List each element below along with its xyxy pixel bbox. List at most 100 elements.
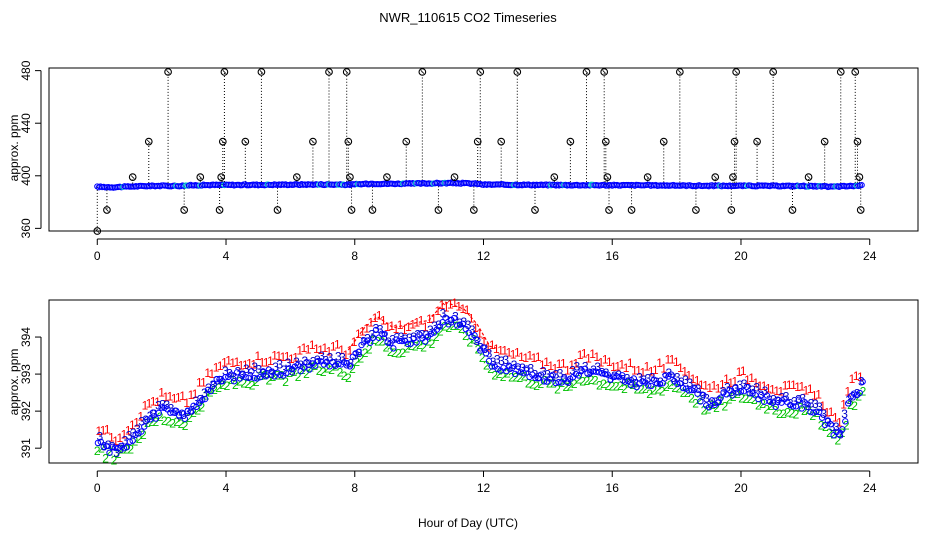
series-2-point: 2 — [851, 399, 858, 413]
obs-point — [256, 373, 264, 381]
series-1-point: 1 — [242, 358, 249, 372]
series-1-point: 1 — [384, 320, 391, 334]
series-1-point: 1 — [518, 350, 525, 364]
series-3-point: 3 — [356, 346, 363, 360]
top-x-axis: 0 4 8 12 16 20 24 — [94, 238, 877, 263]
obs-point — [700, 391, 707, 399]
obs-point — [717, 394, 724, 401]
obs-point — [340, 358, 348, 366]
bottom-y-tick-label: 394 — [19, 327, 33, 347]
obs-point — [619, 372, 626, 379]
series-1-point: 1 — [564, 363, 571, 377]
series-1-point: 1 — [146, 397, 153, 411]
series-3-point: 3 — [368, 328, 375, 342]
series-2-point: 2 — [604, 379, 611, 393]
obs-point — [705, 404, 713, 411]
obs-point — [158, 404, 165, 411]
series-1-point: 1 — [221, 356, 228, 370]
obs-point — [842, 418, 849, 425]
obs-point — [827, 421, 834, 428]
series-1-point: 1 — [568, 358, 575, 372]
obs-point — [152, 415, 160, 422]
flagged-point — [402, 137, 411, 146]
series-1-point: 1 — [857, 370, 864, 384]
series-3-point: 3 — [389, 332, 396, 346]
series-3-point: 3 — [636, 371, 643, 385]
series-3-point: 3 — [448, 314, 455, 328]
flag-mark — [217, 208, 222, 212]
obs-point — [112, 444, 119, 451]
flagged-point — [497, 137, 506, 146]
obs-point — [639, 378, 646, 385]
series-1-point: 1 — [334, 338, 341, 352]
series-1-point: 1 — [192, 387, 199, 401]
series-3-point: 3 — [281, 363, 288, 377]
series-2-point: 2 — [701, 403, 708, 417]
series-1-point: 1 — [480, 335, 487, 349]
series-2-point: 2 — [835, 433, 842, 447]
series-1-point: 1 — [702, 378, 709, 392]
series-2-point: 2 — [629, 378, 636, 392]
series-2-point: 2 — [563, 380, 570, 394]
series-2-point: 2 — [115, 447, 122, 461]
flagged-point — [855, 173, 864, 181]
series-2-point: 2 — [818, 418, 825, 432]
series-2-point: 2 — [567, 379, 574, 393]
series-1-point: 1 — [372, 311, 379, 325]
obs-point — [167, 409, 174, 416]
series-1-point: 1 — [342, 348, 349, 362]
flag-mark — [294, 175, 299, 179]
series-2-point: 2 — [358, 352, 365, 366]
bottom-x-tick-label: 16 — [606, 481, 620, 495]
series-1-point: 1 — [573, 357, 580, 371]
series-3-point: 3 — [519, 361, 526, 375]
series-2-point: 2 — [374, 334, 381, 348]
series-3-point: 3 — [222, 364, 229, 378]
series-3-point: 3 — [276, 358, 283, 372]
series-2-point: 2 — [278, 369, 285, 383]
series-1-point: 1 — [430, 311, 437, 325]
series-1-point: 1 — [121, 428, 128, 442]
series-2-point: 2 — [391, 346, 398, 360]
top-y-tick-label: 480 — [19, 60, 33, 80]
series-1-point: 1 — [133, 415, 140, 429]
series-2-point: 2 — [525, 377, 532, 391]
series-2-point: 2 — [596, 378, 603, 392]
series-1-point: 1 — [849, 372, 856, 386]
series-1-point: 1 — [698, 378, 705, 392]
flagged-point — [550, 173, 559, 181]
flagged-point — [711, 173, 720, 181]
obs-point — [277, 371, 284, 379]
series-3-point: 3 — [113, 446, 120, 460]
series-1-point: 1 — [840, 398, 847, 412]
series-2-point: 2 — [592, 373, 599, 387]
series-2-point: 2 — [173, 415, 180, 429]
obs-point — [465, 329, 472, 336]
series-3-point: 3 — [243, 362, 250, 376]
series-3-point: 3 — [473, 334, 480, 348]
series-3-point: 3 — [138, 414, 145, 428]
series-2-point: 2 — [747, 392, 754, 406]
series-3-point: 3 — [373, 322, 380, 336]
series-2-point: 2 — [437, 324, 444, 338]
series-2-point: 2 — [295, 370, 302, 384]
series-1-point: 1 — [531, 351, 538, 365]
series-2-point: 2 — [253, 375, 260, 389]
flag-mark — [370, 208, 375, 212]
obs-point — [772, 403, 779, 411]
series-1-point: 1 — [589, 347, 596, 361]
obs-point — [106, 449, 113, 456]
series-1-point: 1 — [234, 355, 241, 369]
obs-point — [746, 390, 753, 397]
series-2-point: 2 — [680, 386, 687, 400]
obs-point — [734, 389, 742, 396]
series-1-point: 1 — [213, 360, 220, 374]
series-1-point: 1 — [397, 318, 404, 332]
series-2-point: 2 — [676, 382, 683, 396]
series-1-point: 1 — [656, 356, 663, 370]
flag-mark — [857, 175, 862, 179]
series-3-point: 3 — [787, 396, 794, 410]
top-x-tick-label: 24 — [863, 249, 877, 263]
series-1-point: 1 — [179, 389, 186, 403]
